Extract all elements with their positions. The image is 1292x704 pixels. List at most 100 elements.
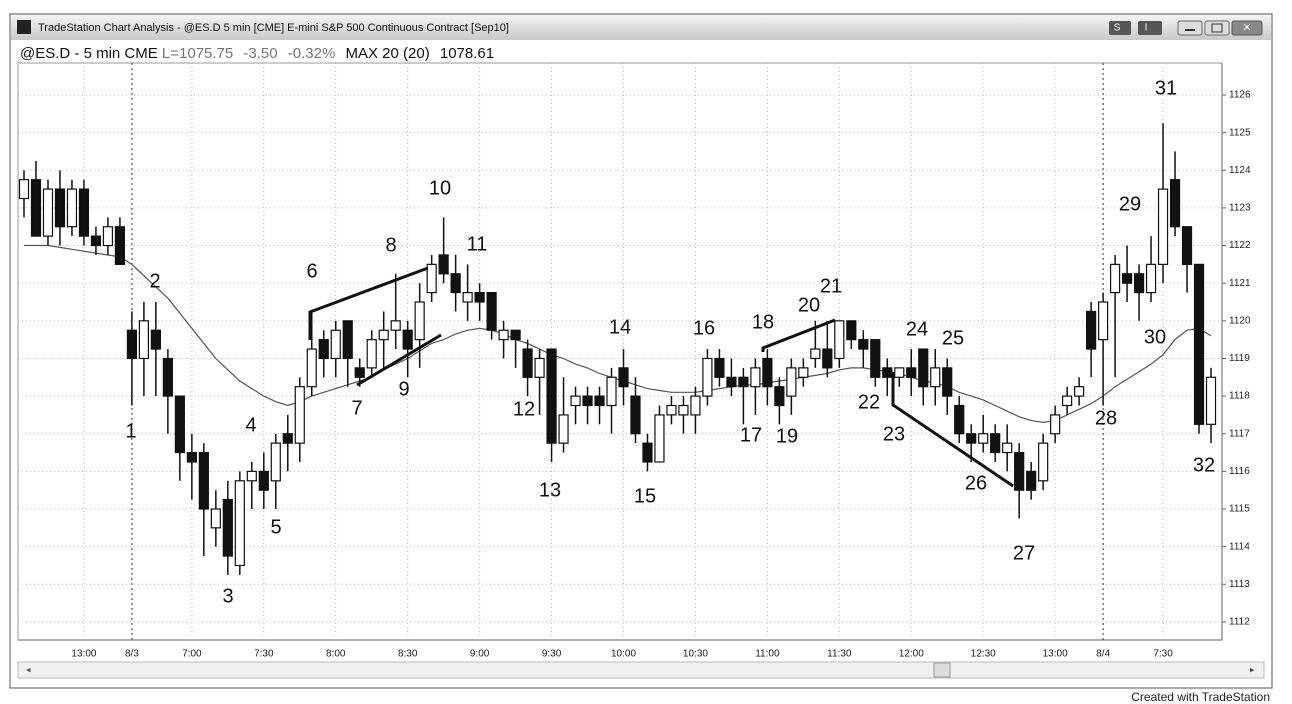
bar-annotation: 8	[385, 234, 396, 256]
bar-annotation: 9	[398, 378, 409, 400]
y-tick-label: 1114	[1229, 541, 1250, 552]
bar-annotation: 29	[1119, 193, 1141, 215]
close-button[interactable]	[1231, 20, 1263, 36]
bar-annotation: 12	[513, 398, 535, 420]
scrollbar[interactable]	[17, 661, 1265, 679]
trend-line	[891, 372, 1014, 488]
scroll-thumb[interactable]	[933, 662, 951, 678]
candle-body	[858, 339, 869, 350]
candle-body	[54, 188, 66, 228]
trend-lines	[308, 266, 1014, 488]
x-tick-label: 10:30	[683, 649, 708, 660]
y-tick-label: 1125	[1229, 127, 1251, 138]
candle-body	[162, 357, 173, 397]
candle-body	[942, 367, 953, 397]
candle-body	[342, 320, 353, 360]
candle-body	[690, 395, 701, 416]
candle-body	[606, 376, 617, 407]
candle-body	[450, 273, 461, 294]
candle-body	[306, 348, 317, 388]
bar-annotation: 3	[222, 585, 233, 607]
bar-annotation: 6	[306, 260, 317, 282]
bar-annotation: 26	[965, 472, 987, 494]
candle-body	[1109, 263, 1121, 294]
candle-body	[558, 414, 569, 444]
candle-body	[186, 451, 197, 463]
bar-annotation: 17	[740, 424, 762, 446]
x-tick-label: 13:00	[71, 649, 96, 660]
moving-average	[24, 244, 1212, 424]
bar-annotation: 30	[1144, 326, 1166, 348]
scroll-left[interactable]: ◂	[26, 664, 31, 674]
y-tick-label: 1126	[1229, 90, 1251, 101]
restore-icon	[1211, 23, 1223, 33]
pct-change: -0.32%	[288, 45, 336, 62]
candle-body	[66, 188, 78, 228]
candle-body	[786, 367, 797, 397]
candle-body	[906, 367, 917, 378]
candle-body	[222, 499, 233, 557]
x-tick-label: 7:30	[1153, 649, 1173, 660]
candle-body	[846, 320, 857, 341]
app-icon	[17, 20, 31, 34]
labels: 1112111311141115111611171118111911201121…	[71, 77, 1251, 659]
x-tick-label: 9:30	[542, 649, 562, 660]
s-button[interactable]	[1109, 21, 1131, 35]
candle-body	[510, 329, 521, 341]
i-button-label[interactable]: I	[1145, 23, 1148, 34]
candle-body	[750, 367, 761, 388]
toolbar-buttons: S I ✕	[1109, 20, 1263, 36]
candle-body	[978, 433, 989, 444]
candle-body	[486, 291, 497, 331]
y-tick-label: 1120	[1229, 315, 1251, 326]
x-tick-label: 13:00	[1043, 649, 1068, 660]
candle-body	[1002, 442, 1013, 454]
candle-body	[546, 348, 557, 444]
scroll-right[interactable]: ▸	[1250, 664, 1255, 674]
candle-body	[282, 433, 293, 444]
window-title: TradeStation Chart Analysis - @ES.D 5 mi…	[38, 22, 509, 34]
candle-body	[762, 357, 773, 388]
y-tick-label: 1118	[1229, 391, 1250, 402]
candle-body	[1169, 179, 1181, 228]
title-bar	[11, 15, 1271, 40]
trend-line	[761, 318, 836, 352]
candle-body	[834, 320, 845, 360]
x-tick-label: 9:00	[470, 649, 490, 660]
bar-annotation: 31	[1155, 77, 1177, 99]
s-button-label[interactable]: S	[1114, 23, 1121, 34]
net-change: -3.50	[243, 45, 277, 62]
i-button[interactable]	[1138, 21, 1162, 35]
candle-body	[918, 348, 929, 388]
y-tick-label: 1117	[1229, 428, 1250, 439]
x-tick-label: 10:00	[611, 649, 636, 660]
candle-body	[414, 301, 425, 341]
candle-body	[498, 329, 509, 341]
candle-body	[870, 339, 881, 378]
candle-body	[1097, 301, 1109, 341]
candle-body	[138, 320, 149, 360]
restore-button[interactable]	[1204, 20, 1230, 36]
y-tick-label: 1123	[1229, 203, 1251, 214]
minimize-button[interactable]	[1177, 20, 1203, 36]
candle-body	[18, 179, 30, 200]
bar-annotation: 23	[883, 423, 905, 445]
y-tick-label: 1121	[1229, 278, 1251, 289]
candle-body	[954, 404, 965, 435]
candle-body	[1074, 386, 1085, 397]
candle-body	[378, 329, 389, 341]
candle-body	[822, 348, 833, 369]
candle-body	[246, 470, 257, 482]
candle-body	[1157, 188, 1169, 265]
candle-body	[882, 367, 893, 378]
y-tick-label: 1122	[1229, 240, 1251, 251]
y-tick-label: 1113	[1229, 579, 1250, 590]
x-tick-label: 8:30	[398, 649, 418, 660]
candle-body	[270, 442, 281, 482]
trend-line	[308, 266, 429, 340]
bar-annotation: 1	[125, 420, 136, 442]
bar-annotation: 28	[1095, 407, 1117, 429]
candle-body	[462, 291, 473, 303]
bar-annotation: 20	[798, 294, 820, 316]
